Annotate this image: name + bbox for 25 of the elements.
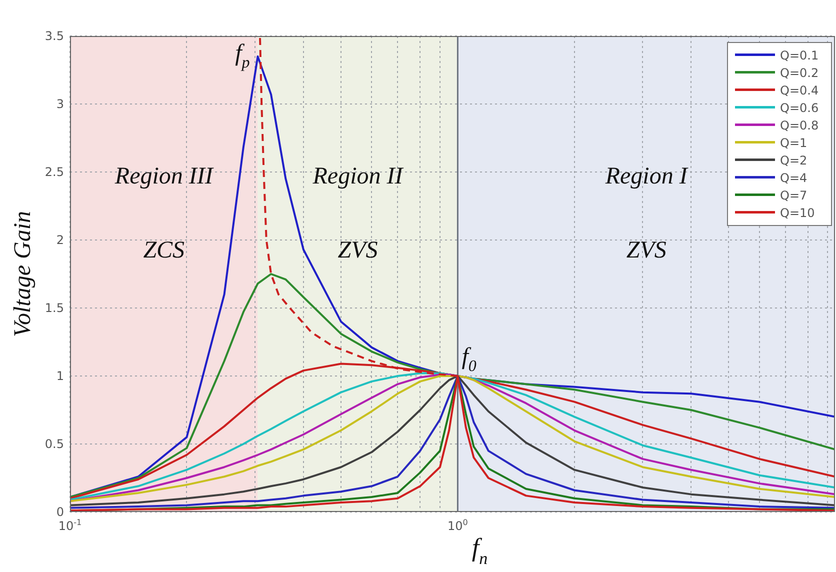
y-axis-title: Voltage Gain <box>10 210 36 337</box>
band-label: Region I <box>604 164 688 190</box>
band-label: Region III <box>114 164 214 190</box>
annotation: ZVS <box>626 237 666 264</box>
legend-label: Q=10 <box>780 206 815 220</box>
legend-label: Q=7 <box>780 188 808 202</box>
y-tick-label: 2 <box>56 233 64 247</box>
y-tick-label: 0 <box>56 505 64 519</box>
annotation: ZCS <box>143 237 185 264</box>
legend-label: Q=0.2 <box>780 66 819 80</box>
y-tick-label: 3 <box>56 97 64 111</box>
y-tick-label: 1 <box>56 369 64 383</box>
y-tick-label: 0.5 <box>44 437 64 451</box>
legend-label: Q=0.8 <box>780 118 819 132</box>
band-label: Region II <box>312 164 404 190</box>
legend-label: Q=0.1 <box>780 48 819 62</box>
y-tick-label: 3.5 <box>44 29 64 43</box>
y-tick-label: 1.5 <box>44 301 64 315</box>
annotation: ZVS <box>338 237 378 264</box>
legend-label: Q=1 <box>780 136 808 150</box>
legend-label: Q=0.4 <box>780 83 819 98</box>
legend-label: Q=0.6 <box>780 100 819 115</box>
legend-label: Q=2 <box>780 153 808 168</box>
y-tick-label: 2.5 <box>44 165 64 179</box>
legend-label: Q=4 <box>780 170 808 185</box>
